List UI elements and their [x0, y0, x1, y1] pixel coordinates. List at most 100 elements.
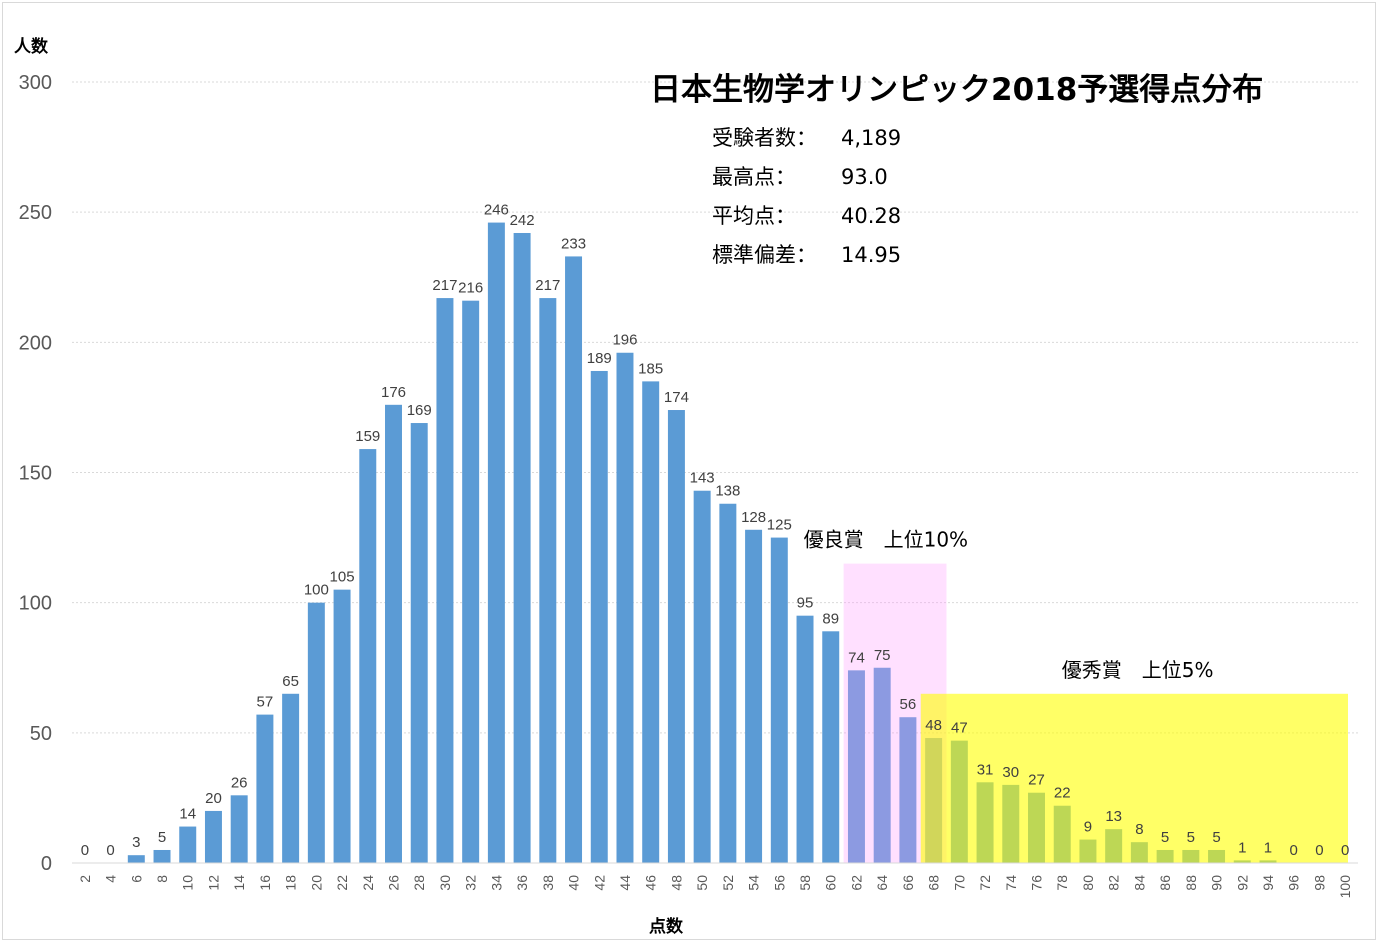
x-tick-label: 92: [1234, 875, 1250, 891]
x-tick-label: 52: [720, 875, 736, 891]
bar: [616, 352, 634, 863]
award-region-labels: 優良賞 上位10% 優秀賞 上位5%: [804, 528, 1214, 682]
x-tick-label: 68: [926, 875, 942, 891]
x-tick-label: 76: [1029, 875, 1045, 891]
data-label: 185: [638, 360, 663, 377]
data-label: 13: [1105, 808, 1122, 825]
x-tick-label: 26: [386, 875, 402, 891]
x-tick-label: 4: [103, 875, 119, 883]
x-tick-label: 62: [848, 875, 864, 891]
data-label: 9: [1084, 819, 1092, 836]
x-tick-label: 66: [900, 875, 916, 891]
bar: [667, 410, 685, 863]
bar: [642, 381, 660, 863]
data-label: 242: [510, 212, 535, 229]
x-tick-label: 36: [514, 875, 530, 891]
bar: [539, 298, 557, 863]
bar: [230, 795, 248, 863]
data-label: 5: [1161, 829, 1169, 846]
x-tick-label: 18: [283, 875, 299, 891]
data-label: 128: [741, 509, 766, 526]
x-tick-label: 86: [1157, 875, 1173, 891]
bar: [847, 670, 865, 863]
data-label: 105: [330, 569, 355, 586]
bar: [359, 449, 377, 863]
data-label: 138: [715, 483, 740, 500]
x-tick-label: 54: [746, 875, 762, 891]
x-tick-label: 6: [128, 875, 144, 883]
data-label: 125: [767, 517, 792, 534]
data-label: 0: [81, 842, 89, 859]
x-tick-label: 30: [437, 875, 453, 891]
data-label: 217: [535, 277, 560, 294]
x-tick-label: 20: [308, 875, 324, 891]
stat-label: 最高点：: [712, 165, 796, 189]
y-tick-label: 250: [19, 202, 52, 224]
bar: [282, 693, 300, 863]
bar: [127, 855, 145, 863]
x-tick-label: 38: [540, 875, 556, 891]
x-tick-label: 84: [1131, 875, 1147, 891]
data-label: 176: [381, 384, 406, 401]
stat-label: 受験者数：: [712, 126, 817, 150]
data-label: 1: [1264, 839, 1272, 856]
data-label: 5: [158, 829, 166, 846]
x-tick-label: 98: [1311, 875, 1327, 891]
stat-label: 標準偏差：: [712, 243, 817, 267]
y-tick-label: 50: [30, 723, 52, 745]
y-tick-label: 0: [41, 853, 52, 875]
x-tick-label: 8: [154, 875, 170, 883]
bar: [487, 222, 505, 863]
data-label: 26: [231, 774, 248, 791]
y-tick-label: 150: [19, 463, 52, 485]
data-label: 246: [484, 202, 509, 219]
x-tick-label: 96: [1286, 875, 1302, 891]
x-tick-label: 40: [566, 875, 582, 891]
data-label: 47: [951, 720, 968, 737]
x-tick-label: 28: [411, 875, 427, 891]
data-label: 189: [587, 350, 612, 367]
bar: [770, 537, 788, 863]
x-tick-label: 70: [951, 875, 967, 891]
x-tick-label: 22: [334, 875, 350, 891]
x-tick-label: 80: [1080, 875, 1096, 891]
x-tick-label: 24: [360, 875, 376, 891]
x-tick-label: 64: [874, 875, 890, 891]
data-label: 48: [925, 717, 942, 734]
x-tick-label: 32: [463, 875, 479, 891]
data-label: 22: [1054, 785, 1071, 802]
data-label: 0: [106, 842, 114, 859]
data-label: 169: [407, 402, 432, 419]
x-tick-label: 14: [231, 875, 247, 891]
data-label: 100: [304, 582, 329, 599]
data-label: 5: [1187, 829, 1195, 846]
bar: [307, 602, 325, 863]
x-tick-label: 94: [1260, 875, 1276, 891]
y-tick-label: 300: [19, 72, 52, 94]
x-tick-label: 2: [77, 875, 93, 883]
award-region-label: 優良賞 上位10%: [804, 528, 968, 552]
bar: [565, 256, 583, 863]
x-tick-label: 34: [488, 875, 504, 891]
data-label: 174: [664, 389, 689, 406]
x-tick-label: 90: [1209, 875, 1225, 891]
x-tick-label: 50: [694, 875, 710, 891]
award-region-label: 優秀賞 上位5%: [1062, 658, 1214, 682]
data-label: 75: [874, 647, 891, 664]
bar: [204, 810, 222, 863]
bar: [462, 300, 480, 863]
data-label: 5: [1212, 829, 1220, 846]
data-label: 95: [797, 595, 814, 612]
bar: [153, 849, 171, 863]
data-label: 20: [205, 790, 222, 807]
data-label: 143: [690, 470, 715, 487]
bar: [873, 667, 891, 863]
data-label: 56: [900, 696, 917, 713]
x-tick-label: 82: [1106, 875, 1122, 891]
x-axis-ticks: 2 4 6 8 10 12 14 16 18 20 22 24 26 28 30 32 34 36 38 40 42 44…: [77, 875, 1353, 899]
data-label: 216: [458, 280, 483, 297]
statistics-block: 受験者数： 4,189 最高点： 93.0 平均点： 40.28 標準偏差： 14.95: [712, 126, 901, 267]
bar: [333, 589, 351, 863]
